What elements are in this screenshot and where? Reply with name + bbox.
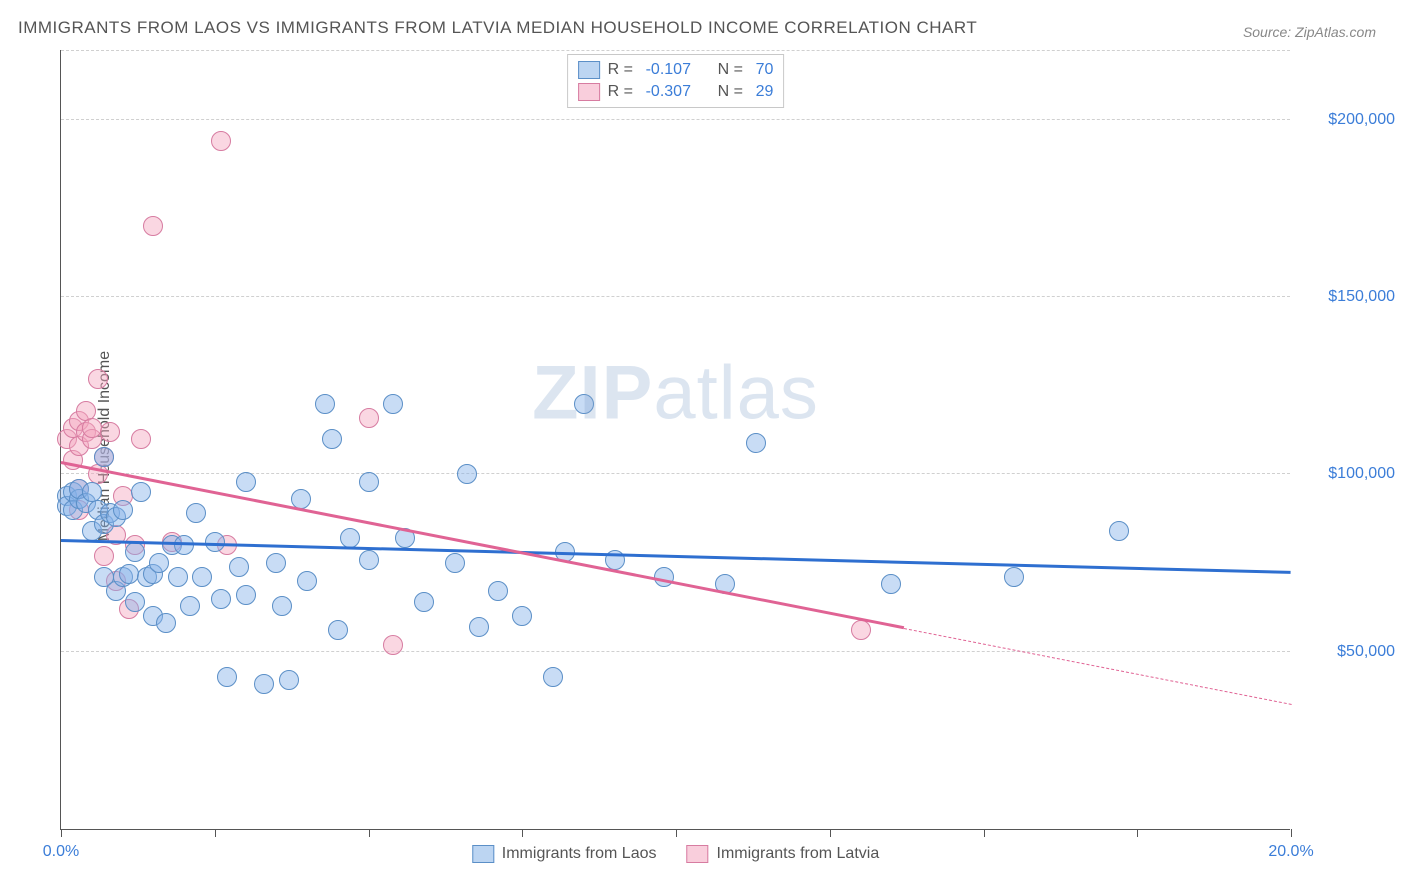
chart-title: IMMIGRANTS FROM LAOS VS IMMIGRANTS FROM … [18, 18, 977, 38]
scatter-point [328, 620, 348, 640]
gridline-horizontal [61, 651, 1290, 652]
legend-swatch-laos [578, 61, 600, 79]
scatter-point [156, 613, 176, 633]
scatter-point [543, 667, 563, 687]
legend-bottom: Immigrants from Laos Immigrants from Lat… [472, 845, 879, 863]
scatter-point [322, 429, 342, 449]
scatter-point [851, 620, 871, 640]
scatter-point [512, 606, 532, 626]
scatter-point [383, 394, 403, 414]
plot-area: ZIPatlas R = -0.107 N = 70 R = -0.307 N … [60, 50, 1290, 830]
r-value-0: -0.107 [646, 61, 710, 79]
gridline-horizontal [61, 119, 1290, 120]
scatter-point [254, 674, 274, 694]
scatter-point [113, 500, 133, 520]
y-tick-label: $100,000 [1300, 465, 1395, 483]
legend-swatch-bottom-latvia [687, 845, 709, 863]
legend-stats-row-0: R = -0.107 N = 70 [578, 59, 774, 81]
scatter-point [174, 535, 194, 555]
x-tick [830, 829, 831, 837]
x-tick [1291, 829, 1292, 837]
n-value-0: 70 [756, 61, 774, 79]
r-label-1: R = [608, 83, 638, 101]
scatter-point [469, 617, 489, 637]
x-tick [984, 829, 985, 837]
scatter-point [279, 670, 299, 690]
scatter-point [149, 553, 169, 573]
scatter-point [217, 667, 237, 687]
scatter-point [125, 542, 145, 562]
scatter-point [180, 596, 200, 616]
y-tick-label: $150,000 [1300, 288, 1395, 306]
y-tick-label: $200,000 [1300, 111, 1395, 129]
scatter-point [359, 472, 379, 492]
scatter-point [211, 131, 231, 151]
n-label-0: N = [718, 61, 748, 79]
x-tick-label: 0.0% [43, 843, 79, 861]
scatter-point [359, 550, 379, 570]
scatter-point [266, 553, 286, 573]
scatter-point [488, 581, 508, 601]
legend-item-latvia: Immigrants from Latvia [687, 845, 880, 863]
legend-item-laos: Immigrants from Laos [472, 845, 657, 863]
scatter-point [168, 567, 188, 587]
scatter-point [82, 418, 102, 438]
watermark-rest: atlas [653, 350, 819, 435]
scatter-point [1109, 521, 1129, 541]
legend-label-laos: Immigrants from Laos [502, 845, 657, 863]
scatter-point [94, 447, 114, 467]
legend-stats-box: R = -0.107 N = 70 R = -0.307 N = 29 [567, 54, 785, 108]
scatter-point [457, 464, 477, 484]
scatter-point [1004, 567, 1024, 587]
scatter-point [414, 592, 434, 612]
gridline-horizontal [61, 50, 1290, 51]
scatter-point [272, 596, 292, 616]
r-label-0: R = [608, 61, 638, 79]
scatter-point [186, 503, 206, 523]
scatter-point [297, 571, 317, 591]
legend-label-latvia: Immigrants from Latvia [717, 845, 880, 863]
watermark-bold: ZIP [532, 350, 653, 435]
scatter-point [236, 585, 256, 605]
legend-swatch-latvia [578, 83, 600, 101]
y-tick-label: $50,000 [1300, 643, 1395, 661]
gridline-horizontal [61, 296, 1290, 297]
scatter-point [746, 433, 766, 453]
n-value-1: 29 [756, 83, 774, 101]
scatter-point [192, 567, 212, 587]
scatter-point [88, 369, 108, 389]
scatter-point [383, 635, 403, 655]
scatter-point [143, 216, 163, 236]
scatter-point [315, 394, 335, 414]
x-tick [61, 829, 62, 837]
scatter-point [445, 553, 465, 573]
scatter-point [131, 482, 151, 502]
legend-swatch-bottom-laos [472, 845, 494, 863]
x-tick [215, 829, 216, 837]
x-tick [1137, 829, 1138, 837]
x-tick [522, 829, 523, 837]
scatter-point [119, 564, 139, 584]
scatter-point [229, 557, 249, 577]
scatter-point [125, 592, 145, 612]
scatter-point [881, 574, 901, 594]
scatter-point [100, 422, 120, 442]
scatter-point [131, 429, 151, 449]
x-tick-label: 20.0% [1268, 843, 1313, 861]
scatter-point [236, 472, 256, 492]
scatter-point [574, 394, 594, 414]
n-label-1: N = [718, 83, 748, 101]
r-value-1: -0.307 [646, 83, 710, 101]
scatter-point [340, 528, 360, 548]
scatter-point [94, 546, 114, 566]
x-tick [369, 829, 370, 837]
scatter-point [359, 408, 379, 428]
x-tick [676, 829, 677, 837]
trend-line [903, 628, 1291, 705]
scatter-point [211, 589, 231, 609]
source-attribution: Source: ZipAtlas.com [1243, 24, 1376, 40]
legend-stats-row-1: R = -0.307 N = 29 [578, 81, 774, 103]
watermark: ZIPatlas [532, 349, 819, 436]
